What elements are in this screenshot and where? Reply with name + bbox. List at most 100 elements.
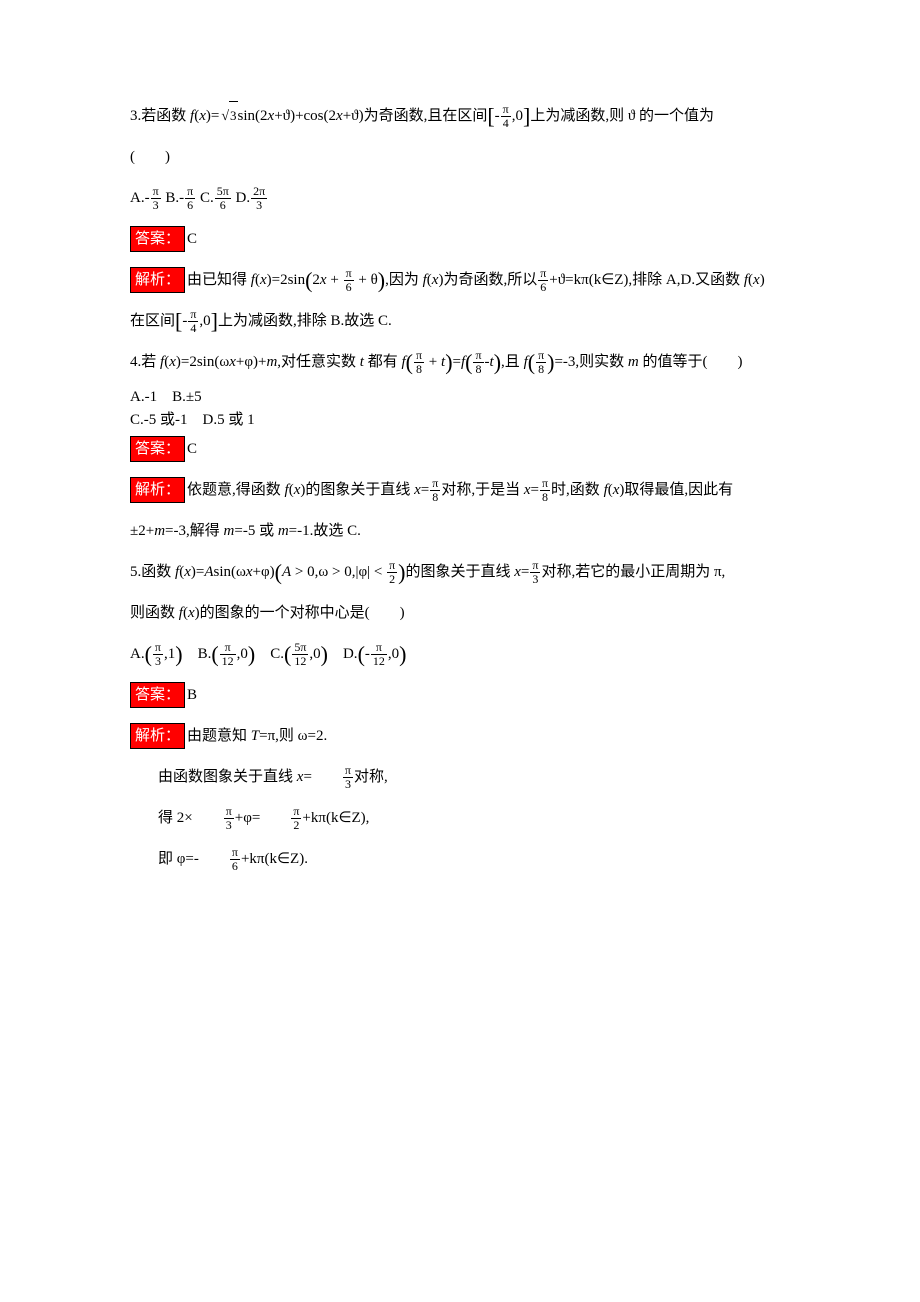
var-x: x <box>336 108 343 124</box>
text: +ϑ)为奇函数,且在区间 <box>343 108 488 124</box>
radicand: 3 <box>229 101 238 131</box>
paren: ( ) <box>130 149 170 165</box>
text: 对称,于是当 <box>441 482 524 498</box>
fn-f: f <box>175 564 179 580</box>
text: ,0 <box>388 646 399 662</box>
var-m: m <box>628 354 639 370</box>
var-A: A <box>204 564 213 580</box>
text: 2 <box>312 272 320 288</box>
denominator: 6 <box>538 281 548 294</box>
var-x: x <box>753 272 760 288</box>
text: ,1 <box>164 646 175 662</box>
paren-open: ( <box>284 642 291 667</box>
text: +ϑ)+cos(2 <box>274 108 336 124</box>
opt-ab: A.-1 B.±5 <box>130 389 202 405</box>
numerator: π <box>230 846 240 860</box>
fraction: π3 <box>150 185 162 212</box>
numerator: π <box>536 349 546 363</box>
denominator: 6 <box>344 281 354 294</box>
explanation-label: 解析： <box>130 723 185 749</box>
text: = <box>521 564 529 580</box>
opt-c: C. <box>255 646 284 662</box>
text: 由函数图象关于直线 <box>158 769 297 785</box>
opt-d: D. <box>328 646 358 662</box>
text: )=2sin <box>267 272 305 288</box>
fraction: π8 <box>429 477 441 504</box>
paren-open: ( <box>528 350 535 375</box>
fn-f: f <box>179 605 183 621</box>
text: = <box>421 482 429 498</box>
text: ,对任意实数 <box>277 354 360 370</box>
var-m: m <box>154 523 165 539</box>
text: )=2sin(ω <box>176 354 229 370</box>
text: )= <box>191 564 204 580</box>
fraction: π4 <box>500 103 512 130</box>
answer-value: C <box>187 441 197 457</box>
text: )取得最值,因此有 <box>619 482 733 498</box>
text: ,因为 <box>385 272 423 288</box>
text: 即 φ=- <box>158 851 229 867</box>
text: ,且 <box>501 354 524 370</box>
fraction: π3 <box>342 764 354 791</box>
q3-stem: 3.若函数 f(x)=3sin(2x+ϑ)+cos(2x+ϑ)为奇函数,且在区间… <box>130 100 810 133</box>
text: 上为减函数,则 ϑ 的一个值为 <box>530 108 714 124</box>
opt-a: A. <box>130 646 145 662</box>
fn-f: f <box>251 272 255 288</box>
fraction: π3 <box>223 805 235 832</box>
fraction: π12 <box>219 641 237 668</box>
numerator: 5π <box>215 185 231 199</box>
text: ,0 <box>199 313 210 329</box>
fraction: π3 <box>529 559 541 586</box>
answer-value: C <box>187 231 197 247</box>
text: 上为减函数,排除 B.故选 C. <box>218 313 392 329</box>
text: 3.若函数 <box>130 108 190 124</box>
paren-open: ( <box>145 642 152 667</box>
text: 由题意知 <box>187 728 251 744</box>
text: +kπ(k∈Z). <box>241 851 308 867</box>
sqrt-icon: 3 <box>219 100 237 133</box>
var-x: x <box>188 605 195 621</box>
denominator: 8 <box>414 363 424 376</box>
text: =π,则 ω=2. <box>259 728 327 744</box>
text: =-3,解得 <box>165 523 223 539</box>
text: 的图象关于直线 <box>405 564 514 580</box>
fn-f: f <box>285 482 289 498</box>
var-x: x <box>199 108 206 124</box>
text: 由已知得 <box>187 272 251 288</box>
text: sin(2 <box>238 108 268 124</box>
fraction: π12 <box>370 641 388 668</box>
paren-open: ( <box>406 350 413 375</box>
paren-open: ( <box>275 560 282 585</box>
fraction: π4 <box>187 308 199 335</box>
answer-label: 答案： <box>130 436 185 462</box>
explanation-label: 解析： <box>130 477 185 503</box>
numerator: π <box>188 308 198 322</box>
text: 的值等于( ) <box>639 354 743 370</box>
paren-open: ( <box>358 642 365 667</box>
text: + <box>425 354 441 370</box>
denominator: 3 <box>224 819 234 832</box>
text: ±2+ <box>130 523 154 539</box>
var-x: x <box>514 564 521 580</box>
var-m: m <box>278 523 289 539</box>
fraction: 5π6 <box>214 185 232 212</box>
denominator: 3 <box>343 778 353 791</box>
denominator: 8 <box>473 363 483 376</box>
text: ) <box>760 272 765 288</box>
text: +kπ(k∈Z), <box>302 810 369 826</box>
fraction: π8 <box>413 349 425 376</box>
text: 在区间 <box>130 313 175 329</box>
q4-explanation-1: 解析：依题意,得函数 f(x)的图象关于直线 x=π8对称,于是当 x=π8时,… <box>130 474 810 507</box>
text: ,0 <box>237 646 248 662</box>
paren-close: ) <box>175 642 182 667</box>
numerator: π <box>220 641 236 655</box>
q4-options-1: A.-1 B.±5 <box>130 387 810 408</box>
fraction: π6 <box>184 185 196 212</box>
text: 5.函数 <box>130 564 175 580</box>
denominator: 3 <box>151 199 161 212</box>
var-x: x <box>524 482 531 498</box>
var-x: x <box>184 564 191 580</box>
denominator: 6 <box>185 199 195 212</box>
opt-d: D. <box>232 190 250 206</box>
answer-label: 答案： <box>130 682 185 708</box>
